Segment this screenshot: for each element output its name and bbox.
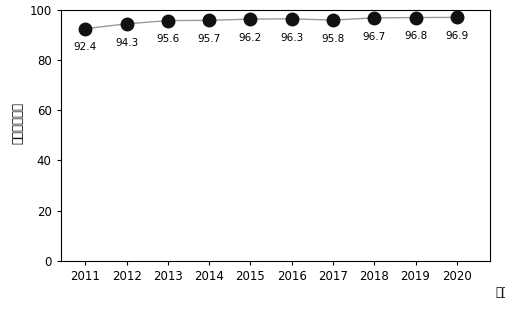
Text: 96.2: 96.2	[239, 33, 262, 43]
Text: 95.8: 95.8	[321, 34, 344, 44]
Text: 95.6: 95.6	[156, 34, 180, 45]
Text: 95.7: 95.7	[197, 34, 221, 44]
Text: 96.3: 96.3	[280, 33, 304, 43]
Text: 92.4: 92.4	[74, 42, 97, 52]
Text: 96.9: 96.9	[445, 31, 469, 41]
Text: 達成率（％）: 達成率（％）	[11, 101, 24, 144]
Text: 96.8: 96.8	[404, 31, 427, 41]
Text: 96.7: 96.7	[363, 32, 386, 42]
Text: （年度）: （年度）	[495, 286, 505, 299]
Text: 94.3: 94.3	[115, 38, 138, 48]
